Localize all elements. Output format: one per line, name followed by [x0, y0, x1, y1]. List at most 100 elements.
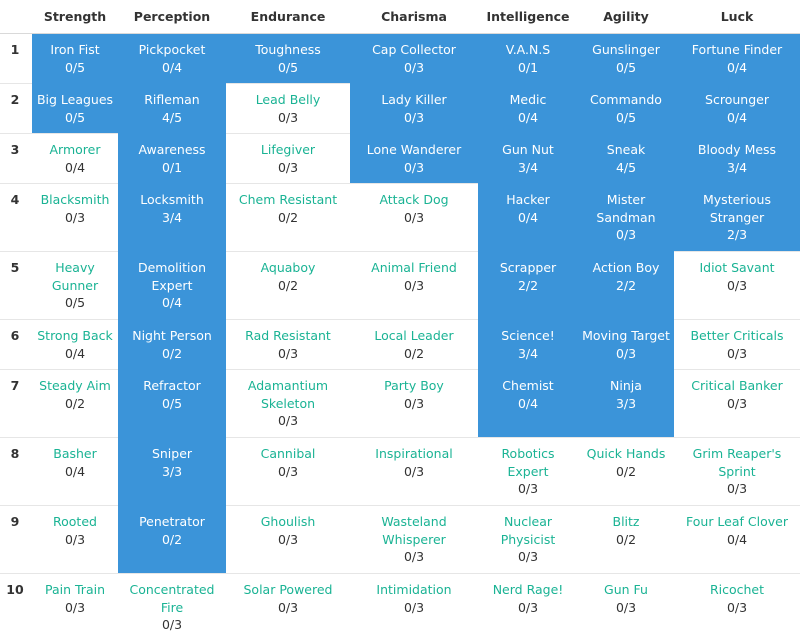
perk-name: Rad Resistant	[228, 327, 348, 345]
perk-level: 0/5	[34, 109, 116, 127]
perk-name: Blacksmith	[34, 191, 116, 209]
perk-name: Medic	[480, 91, 576, 109]
perk-name: Gun Fu	[580, 581, 672, 599]
perk-name: Scrounger	[676, 91, 798, 109]
perk-name: Rifleman	[120, 91, 224, 109]
perk-level: 0/3	[228, 109, 348, 127]
rank-number: 2	[0, 84, 32, 134]
attribute-header-endurance: Endurance	[226, 0, 350, 34]
perk-name: Heavy Gunner	[34, 259, 116, 294]
perk-name: Locksmith	[120, 191, 224, 209]
perk-name: Idiot Savant	[676, 259, 798, 277]
perk-name: Steady Aim	[34, 377, 116, 395]
perk-name: Adamantium Skeleton	[228, 377, 348, 412]
perk-level: 3/4	[120, 209, 224, 227]
perk-name: Science!	[480, 327, 576, 345]
perk-level: 0/3	[352, 159, 476, 177]
perk-level: 3/3	[580, 395, 672, 413]
perk-level: 0/4	[480, 209, 576, 227]
perk-name: Animal Friend	[352, 259, 476, 277]
perk-level: 0/3	[352, 209, 476, 227]
perk-name: Basher	[34, 445, 116, 463]
perk-level: 2/3	[676, 226, 798, 244]
perk-level: 0/3	[676, 480, 798, 498]
perk-name: Gunslinger	[580, 41, 672, 59]
perk-level: 0/4	[676, 59, 798, 77]
perk-name: Inspirational	[352, 445, 476, 463]
perk-level: 2/2	[580, 277, 672, 295]
perk-name: Nerd Rage!	[480, 581, 576, 599]
attribute-header-agility: Agility	[578, 0, 674, 34]
perk-level: 0/2	[120, 345, 224, 363]
perk-cell[interactable]: Science!3/4	[478, 320, 578, 370]
